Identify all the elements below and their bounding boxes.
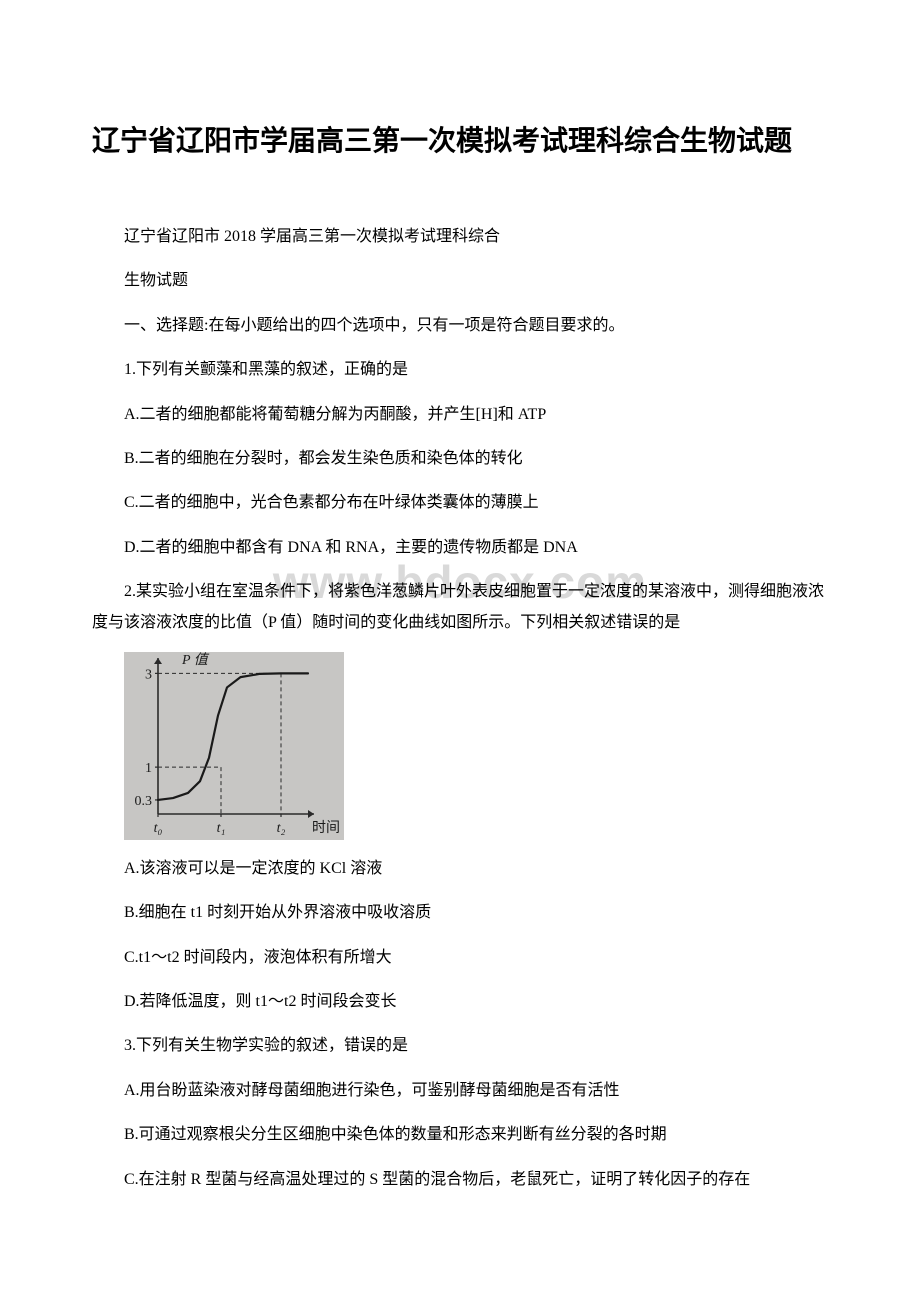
q3-option-b: B.可通过观察根尖分生区细胞中染色体的数量和形态来判断有丝分裂的各时期 — [92, 1120, 828, 1150]
q2-option-b: B.细胞在 t1 时刻开始从外界溶液中吸收溶质 — [92, 898, 828, 928]
svg-text:时间: 时间 — [312, 820, 340, 836]
svg-text:0.3: 0.3 — [135, 794, 153, 809]
svg-text:t₂: t₂ — [277, 821, 286, 836]
subtitle: 辽宁省辽阳市 2018 学届高三第一次模拟考试理科综合 — [92, 222, 828, 252]
svg-text:P 值: P 值 — [181, 652, 210, 668]
instructions: 一、选择题:在每小题给出的四个选项中，只有一项是符合题目要求的。 — [92, 311, 828, 341]
q2-chart: 0.3 1 3 t₀ t₁ t₂ P 值时间 — [124, 652, 828, 840]
q2-option-a: A.该溶液可以是一定浓度的 KCl 溶液 — [92, 854, 828, 884]
svg-text:t₀: t₀ — [154, 821, 163, 836]
svg-text:3: 3 — [145, 667, 152, 682]
q2-option-c: C.t1～t2 时间段内，液泡体积有所增大 — [92, 943, 828, 973]
svg-text:1: 1 — [145, 761, 152, 776]
q2-option-d: D.若降低温度，则 t1～t2 时间段会变长 — [92, 987, 828, 1017]
svg-text:t₁: t₁ — [217, 821, 226, 836]
q1-stem: 1.下列有关颤藻和黑藻的叙述，正确的是 — [92, 355, 828, 385]
q3-option-a: A.用台盼蓝染液对酵母菌细胞进行染色，可鉴别酵母菌细胞是否有活性 — [92, 1076, 828, 1106]
q2-stem: 2.某实验小组在室温条件下，将紫色洋葱鳞片叶外表皮细胞置于一定浓度的某溶液中，测… — [92, 577, 828, 638]
q1-option-d: D.二者的细胞中都含有 DNA 和 RNA，主要的遗传物质都是 DNA — [92, 533, 828, 563]
q1-option-c: C.二者的细胞中，光合色素都分布在叶绿体类囊体的薄膜上 — [92, 488, 828, 518]
q3-option-c: C.在注射 R 型菌与经高温处理过的 S 型菌的混合物后，老鼠死亡，证明了转化因… — [92, 1165, 828, 1195]
q3-stem: 3.下列有关生物学实验的叙述，错误的是 — [92, 1031, 828, 1061]
p-value-line-chart: 0.3 1 3 t₀ t₁ t₂ P 值时间 — [124, 652, 344, 840]
q1-option-a: A.二者的细胞都能将葡萄糖分解为丙酮酸，并产生[H]和 ATP — [92, 400, 828, 430]
document-content: 辽宁省辽阳市学届高三第一次模拟考试理科综合生物试题 辽宁省辽阳市 2018 学届… — [92, 120, 828, 1195]
section-label: 生物试题 — [92, 266, 828, 296]
doc-title: 辽宁省辽阳市学届高三第一次模拟考试理科综合生物试题 — [92, 120, 828, 162]
q1-option-b: B.二者的细胞在分裂时，都会发生染色质和染色体的转化 — [92, 444, 828, 474]
